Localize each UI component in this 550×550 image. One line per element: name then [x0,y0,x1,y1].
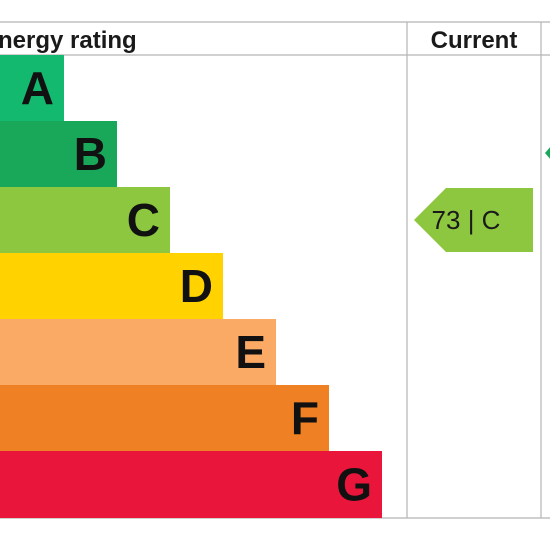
band-letter-c: C [127,194,160,246]
current-column-header: Current [431,27,518,54]
band-letter-b: B [74,128,107,180]
band-letter-g: G [336,459,372,511]
band-bar-a [0,55,64,121]
band-bar-b [0,121,117,187]
current-rating-arrow [414,188,533,252]
chart-title: Energy rating [0,27,137,54]
band-bar-c [0,187,170,253]
band-bar-e [0,319,276,385]
potential-rating-arrow-tip [545,147,550,159]
band-bar-g [0,451,382,518]
band-letter-e: E [235,326,266,378]
band-letter-f: F [291,392,319,444]
band-bar-f [0,385,329,451]
current-rating-label: 73 | C [432,205,501,235]
band-letter-d: D [180,260,213,312]
band-bar-d [0,253,223,319]
rating-pointers: 73 | C [414,147,550,252]
band-letter-a: A [21,62,54,114]
